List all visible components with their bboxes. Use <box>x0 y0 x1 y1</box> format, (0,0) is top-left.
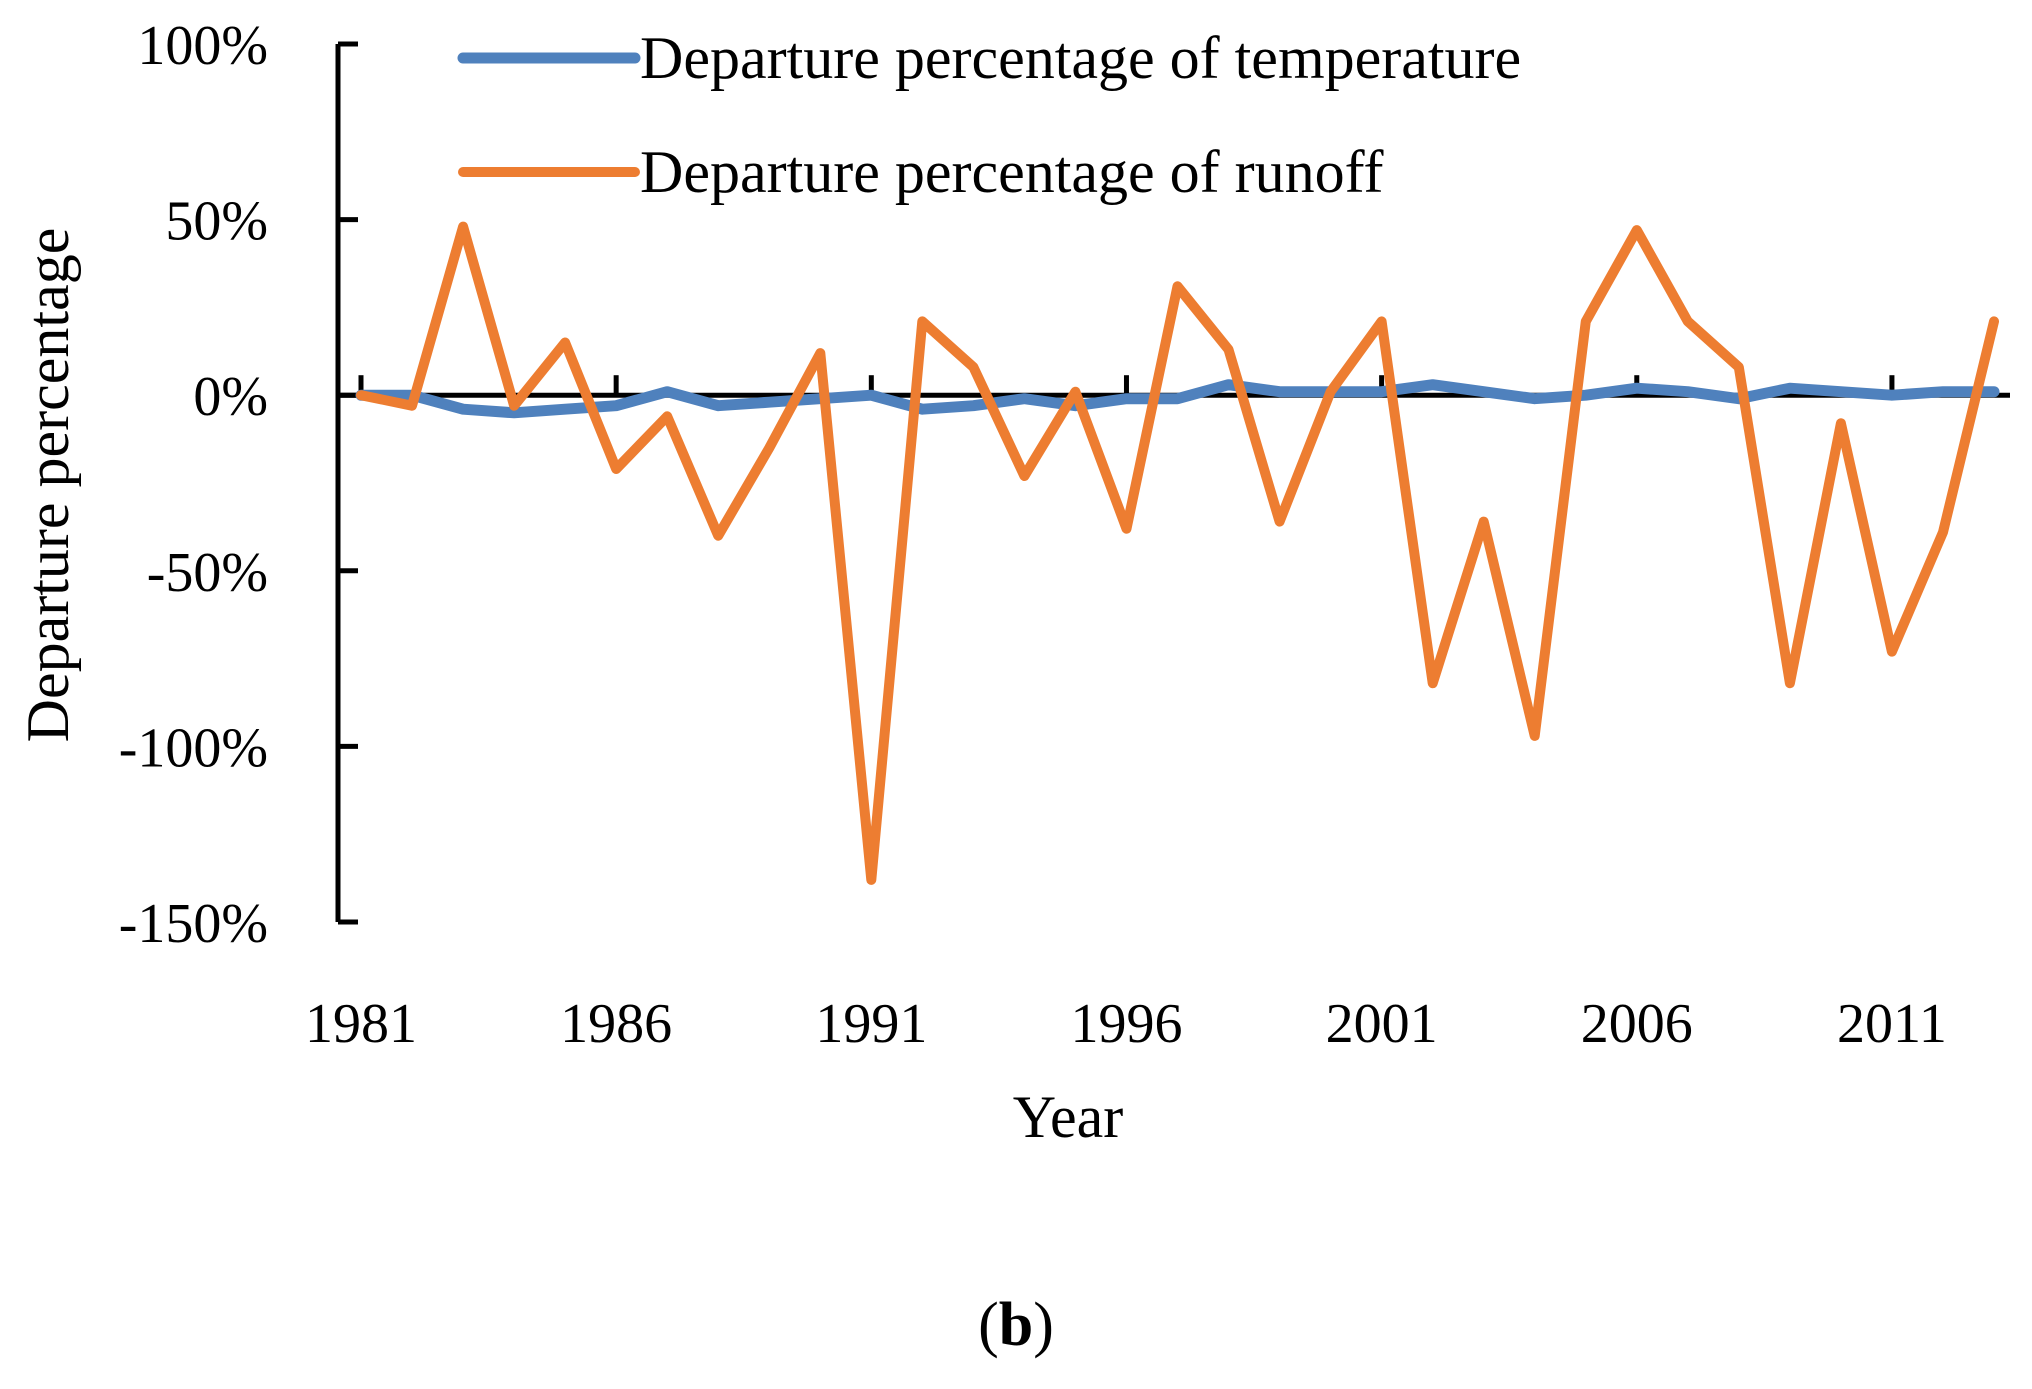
legend-label: Departure percentage of runoff <box>640 139 1384 205</box>
temperature-series-line <box>355 379 2000 419</box>
y-tick-label: 50% <box>165 191 268 253</box>
runoff-series-line <box>356 221 1999 885</box>
x-tick-label: 1981 <box>305 993 417 1055</box>
y-tick-label: 100% <box>137 15 268 77</box>
y-tick-label: -50% <box>147 542 268 604</box>
panel-letter: b <box>998 1291 1034 1359</box>
y-axis-title: Departure percentage <box>15 228 81 743</box>
y-axis: 100% 50% 0% -50% -100% -150% <box>119 15 358 955</box>
x-tick-label: 2006 <box>1581 993 1693 1055</box>
x-tick-label: 1986 <box>560 993 672 1055</box>
legend-label: Departure percentage of temperature <box>640 25 1521 91</box>
x-tick-label: 1996 <box>1070 993 1182 1055</box>
y-tick-label: -150% <box>119 893 268 955</box>
legend: Departure percentage of temperature Depar… <box>457 25 1521 205</box>
x-axis-ticks: 1981 1986 1991 1996 2001 2006 2011 <box>305 375 1947 1055</box>
y-tick-label: 0% <box>193 366 268 428</box>
x-axis-title: Year <box>1013 1084 1124 1150</box>
x-tick-label: 1991 <box>815 993 927 1055</box>
series-lines <box>355 221 2000 885</box>
x-tick-label: 2001 <box>1326 993 1438 1055</box>
x-tick-label: 2011 <box>1837 993 1947 1055</box>
y-tick-label: -100% <box>119 717 268 779</box>
panel-label: (b) <box>978 1291 1054 1359</box>
